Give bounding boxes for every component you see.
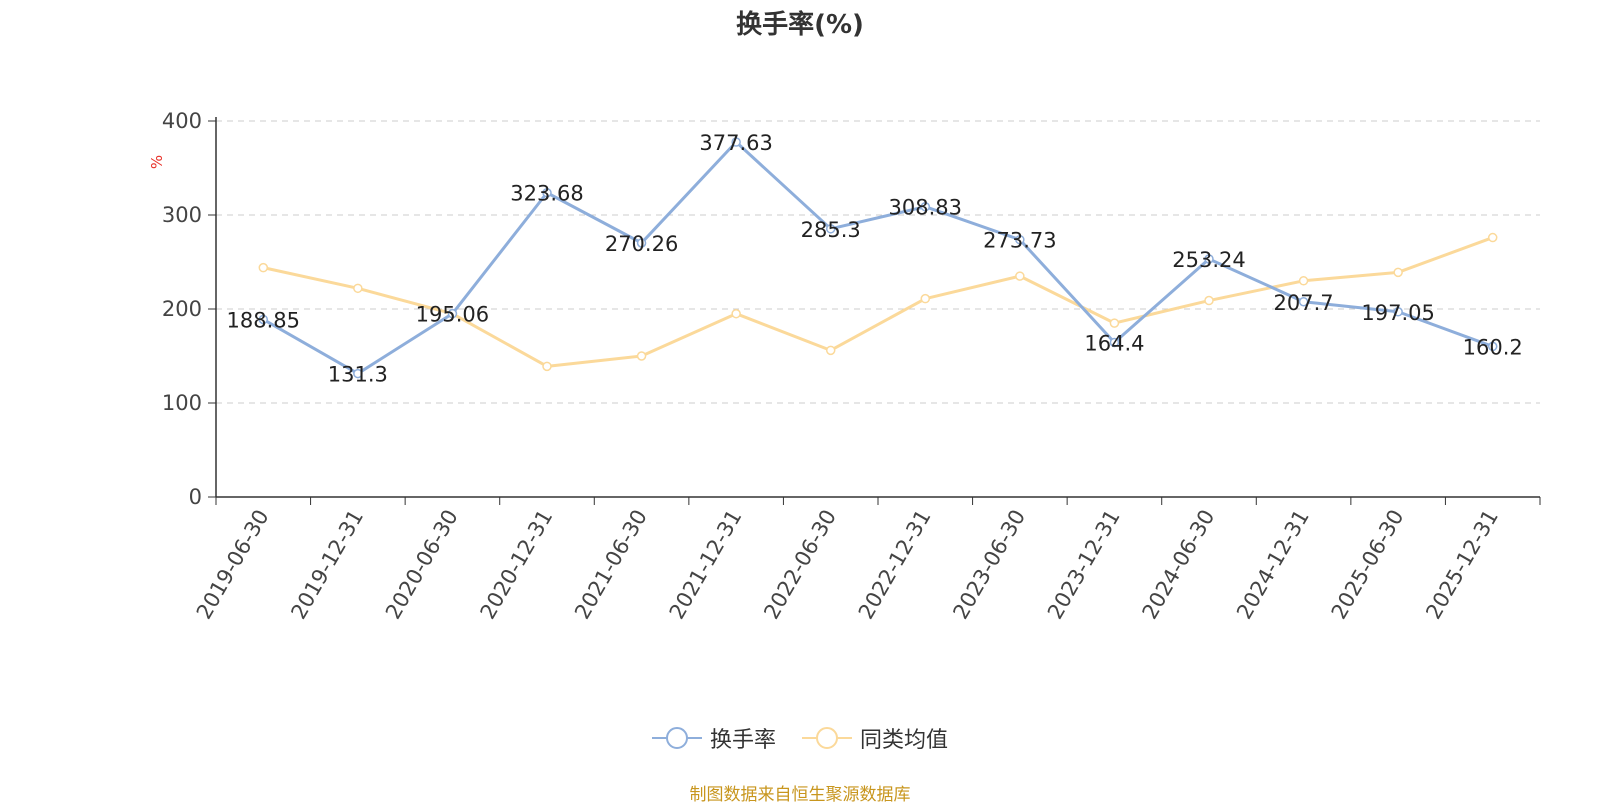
data-point-0	[1204, 254, 1214, 264]
data-point-1	[1298, 276, 1309, 286]
x-tick-label: 2022-06-30	[759, 506, 841, 624]
data-label: 308.83	[889, 196, 962, 220]
data-point-0	[447, 308, 458, 319]
y-tick-label: 0	[189, 485, 202, 509]
data-label: 273.73	[983, 229, 1056, 253]
data-point-1	[1015, 271, 1025, 281]
data-point-0	[1015, 234, 1025, 245]
y-tick-label: 300	[162, 203, 202, 227]
y-tick-label: 100	[162, 391, 202, 415]
data-point-0	[353, 368, 363, 379]
data-label: 207.7	[1274, 291, 1334, 315]
y-tick-label: 200	[162, 297, 202, 321]
x-tick-label: 2023-12-31	[1043, 506, 1125, 624]
x-tick-label: 2021-12-31	[665, 506, 747, 624]
series-line-0	[262, 140, 1494, 376]
x-tick-label: 2019-06-30	[192, 506, 274, 624]
data-label: 160.2	[1463, 335, 1523, 359]
data-label: 285.3	[801, 218, 861, 242]
data-point-0	[1298, 297, 1309, 307]
x-tick-label: 2022-12-31	[854, 506, 936, 624]
legend-label-peer-average: 同类均值	[860, 728, 949, 753]
x-tick-label: 2020-12-31	[476, 506, 558, 624]
data-label: 195.06	[416, 303, 489, 327]
data-label: 188.85	[227, 308, 300, 332]
data-label: 131.3	[328, 363, 388, 387]
grid-lines	[216, 120, 1540, 404]
data-point-1	[258, 262, 269, 273]
data-point-1	[636, 351, 647, 361]
data-point-1	[1393, 267, 1403, 278]
data-point-1	[1109, 318, 1120, 328]
data-point-1	[353, 283, 363, 294]
series	[258, 137, 1498, 379]
data-point-1	[1204, 295, 1214, 306]
data-label: 197.05	[1361, 301, 1434, 325]
data-label: 253.24	[1172, 248, 1245, 272]
data-point-0	[542, 187, 552, 198]
x-tick-label: 2020-06-30	[381, 506, 463, 624]
data-point-0	[258, 314, 269, 325]
data-point-1	[825, 345, 836, 356]
data-point-0	[1393, 307, 1403, 317]
data-point-0	[731, 137, 741, 147]
data-label: 323.68	[510, 182, 583, 206]
data-label: 164.4	[1084, 331, 1144, 355]
series-line-1	[262, 236, 1494, 368]
data-point-0	[636, 238, 647, 248]
data-point-0	[1487, 341, 1498, 352]
x-tick-label: 2025-12-31	[1421, 506, 1503, 624]
data-point-0	[1109, 337, 1120, 348]
legend: 换手率 同类均值	[0, 722, 1600, 754]
data-point-1	[542, 361, 552, 372]
x-tick-label: 2025-06-30	[1327, 506, 1409, 624]
data-point-1	[731, 308, 741, 319]
data-label: 377.63	[699, 131, 772, 155]
data-point-1	[1487, 232, 1498, 243]
chart-title: 换手率(%)	[736, 10, 864, 40]
legend-item-peer-average[interactable]: 同类均值	[802, 722, 948, 754]
data-labels: 188.85 131.3 195.06 323.68 270.26 377.63 285.3…	[227, 131, 1523, 387]
data-point-0	[825, 224, 836, 234]
legend-item-turnover[interactable]: 换手率	[651, 722, 776, 754]
data-label: 270.26	[605, 232, 678, 256]
x-tick-label: 2024-06-30	[1138, 506, 1220, 624]
y-axis-unit-label: %	[148, 155, 166, 169]
source-note: 制图数据来自恒生聚源数据库	[689, 785, 911, 805]
x-tick-label: 2023-06-30	[948, 506, 1030, 624]
data-point-1	[920, 293, 931, 304]
x-tick-label: 2024-12-31	[1232, 506, 1314, 624]
x-tick-label: 2021-06-30	[570, 506, 652, 624]
legend-line-circle-icon	[802, 727, 852, 749]
y-tick-label: 400	[162, 109, 202, 133]
data-point-0	[920, 201, 931, 212]
legend-label-turnover: 换手率	[709, 728, 776, 753]
x-tick-label: 2019-12-31	[286, 506, 368, 624]
legend-line-circle-icon	[651, 727, 702, 749]
